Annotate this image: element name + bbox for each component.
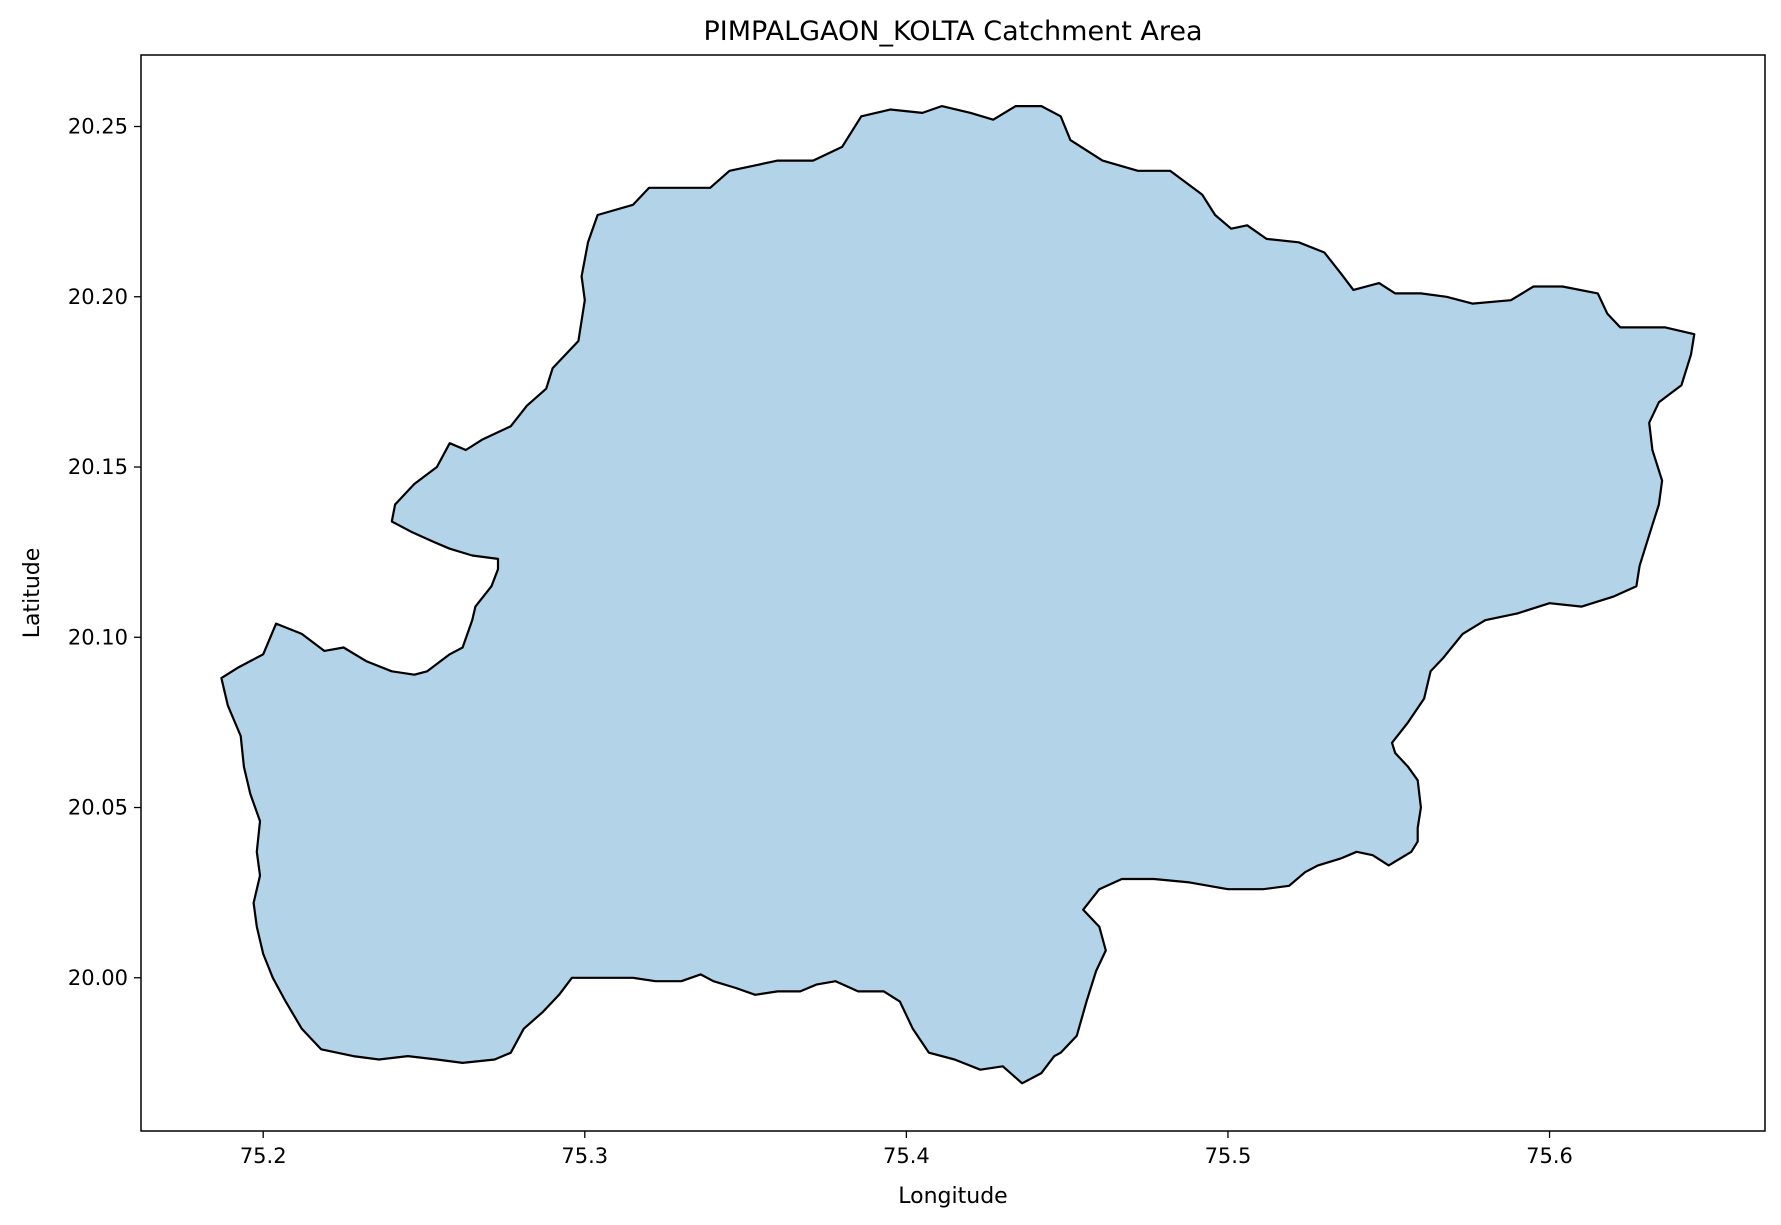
x-axis: 75.2 75.3 75.4 75.5 75.6: [240, 1131, 1573, 1168]
y-axis: 20.00 20.05 20.10 20.15 20.20 20.25: [68, 115, 141, 990]
x-tick-label: 75.3: [561, 1144, 608, 1168]
y-tick-label: 20.05: [68, 796, 128, 820]
y-axis-label: Latitude: [20, 548, 45, 639]
plot-area: [140, 54, 1766, 1132]
y-tick-label: 20.20: [68, 285, 128, 309]
x-tick-label: 75.6: [1526, 1144, 1573, 1168]
chart-title: PIMPALGAON_KOLTA Catchment Area: [704, 16, 1203, 47]
x-tick-label: 75.5: [1205, 1144, 1252, 1168]
y-tick-label: 20.00: [68, 966, 128, 990]
catchment-polygon: [220, 105, 1696, 1085]
y-tick-label: 20.10: [68, 625, 128, 649]
plot-frame: [140, 54, 1766, 1132]
x-tick-label: 75.4: [883, 1144, 930, 1168]
x-axis-label: Longitude: [898, 1184, 1007, 1209]
y-tick-label: 20.25: [68, 115, 128, 139]
y-tick-label: 20.15: [68, 455, 128, 479]
x-tick-label: 75.2: [240, 1144, 287, 1168]
